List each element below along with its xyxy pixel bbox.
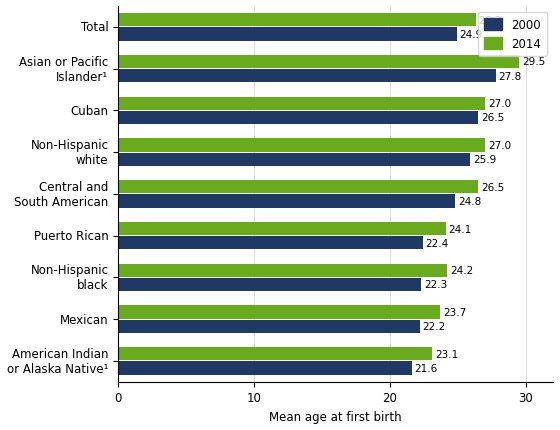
Text: 24.8: 24.8	[458, 197, 481, 206]
Text: 24.2: 24.2	[450, 266, 473, 276]
Bar	[118, 111, 478, 125]
Bar	[118, 14, 475, 28]
Bar	[118, 139, 485, 152]
Text: 24.1: 24.1	[449, 224, 472, 234]
Bar	[118, 222, 446, 236]
Text: 27.8: 27.8	[499, 71, 522, 82]
Text: 26.3: 26.3	[478, 15, 502, 26]
Text: 26.5: 26.5	[481, 113, 504, 123]
Bar	[118, 195, 455, 208]
Bar	[118, 97, 485, 111]
Text: 22.3: 22.3	[424, 280, 447, 290]
Bar	[118, 28, 456, 42]
Bar	[118, 55, 519, 69]
Text: 22.2: 22.2	[423, 322, 446, 332]
Legend: 2000, 2014: 2000, 2014	[478, 13, 547, 56]
Text: 27.0: 27.0	[488, 99, 511, 109]
X-axis label: Mean age at first birth: Mean age at first birth	[269, 410, 402, 423]
Text: 26.5: 26.5	[481, 182, 504, 192]
Text: 22.4: 22.4	[425, 238, 449, 248]
Text: 23.1: 23.1	[435, 349, 458, 359]
Bar	[118, 237, 423, 250]
Bar	[118, 278, 421, 292]
Text: 21.6: 21.6	[414, 363, 438, 373]
Bar	[118, 347, 432, 361]
Bar	[118, 320, 420, 333]
Bar	[118, 306, 440, 319]
Text: 24.9: 24.9	[459, 30, 483, 40]
Bar	[118, 70, 496, 83]
Bar	[118, 181, 478, 194]
Text: 27.0: 27.0	[488, 141, 511, 150]
Bar	[118, 362, 412, 375]
Bar	[118, 264, 447, 277]
Text: 23.7: 23.7	[443, 307, 466, 317]
Text: 25.9: 25.9	[473, 155, 496, 165]
Bar	[118, 153, 470, 166]
Text: 29.5: 29.5	[522, 57, 545, 68]
